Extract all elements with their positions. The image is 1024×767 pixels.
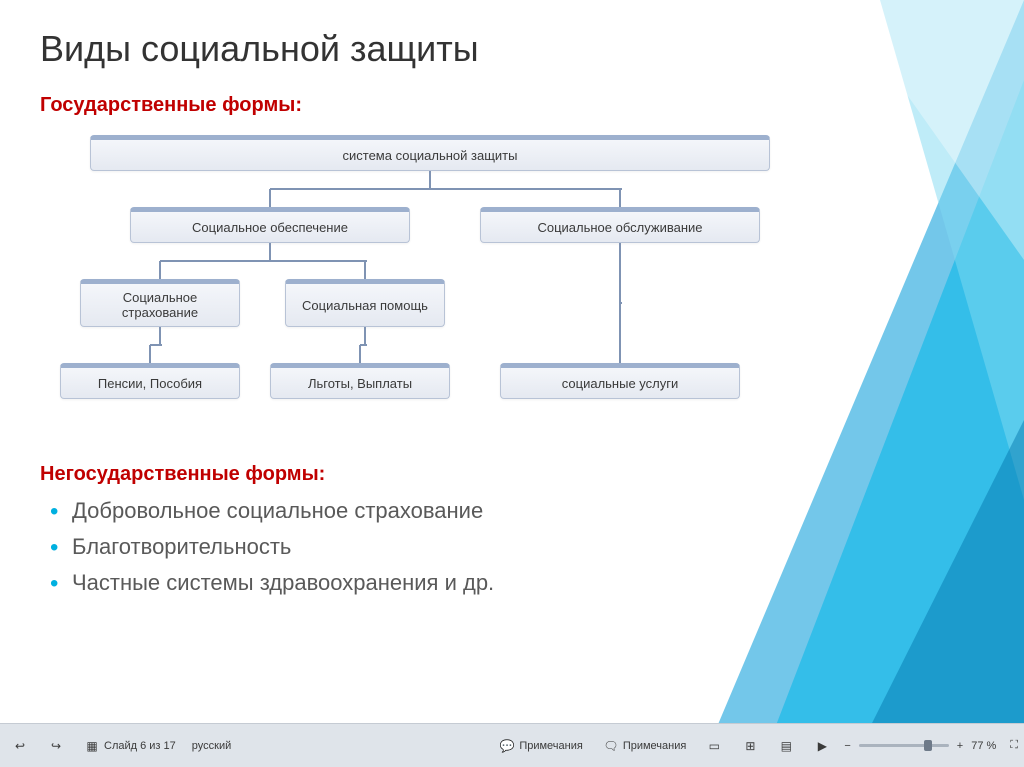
bullet-list: Добровольное социальное страхование Благо… [40,498,984,596]
chart-node-l3a: Пенсии, Пособия [60,363,240,399]
statusbar-icon: ▤ [778,738,794,754]
chart-connector [429,171,431,189]
chart-connector [619,303,621,363]
zoom-label: 77 % [971,740,996,752]
chart-connector [270,260,367,262]
statusbar-view-button[interactable]: 💬Примечания [493,734,589,758]
statusbar-icon: ↩ [12,738,28,754]
chart-node-l3c: социальные услуги [500,363,740,399]
statusbar-view-button[interactable]: ⊞ [736,734,764,758]
statusbar-button[interactable]: ↪ [42,734,74,758]
section1-title: Государственные формы: [40,94,984,117]
section2: Негосударственные формы: Добровольное со… [40,463,984,596]
section2-title: Негосударственные формы: [40,463,984,486]
chart-connector [149,345,151,363]
statusbar-view-button[interactable]: ▭ [700,734,728,758]
chart-connector [364,327,366,345]
zoom-slider[interactable] [859,744,949,747]
chart-connector [360,344,367,346]
bullet-item: Благотворительность [44,534,984,560]
statusbar-icon: ▦ [84,738,100,754]
chart-connector [619,189,621,207]
chart-connector [159,327,161,345]
statusbar-view-button[interactable]: ▤ [772,734,800,758]
chart-connector [430,188,622,190]
statusbar-button[interactable]: ↩ [6,734,38,758]
statusbar-icon: ▶ [814,738,830,754]
statusbar-view-button[interactable]: ▶ [808,734,836,758]
chart-connector [359,345,361,363]
chart-connector [150,344,162,346]
statusbar-icon: ⊞ [742,738,758,754]
slide-content: Виды социальной защиты Государственные ф… [0,0,1024,634]
statusbar-icon: 🗨 [603,738,619,754]
chart-node-l1b: Социальное обслуживание [480,207,760,243]
statusbar-button[interactable]: русский [186,734,237,758]
chart-node-l3b: Льготы, Выплаты [270,363,450,399]
chart-connector [270,188,432,190]
zoom-control[interactable]: − +77 % ⛶ [844,739,1018,752]
chart-connector [269,189,271,207]
chart-node-l2a: Социальное страхование [80,279,240,327]
slide-title: Виды социальной защиты [40,28,984,70]
chart-connector [269,243,271,261]
chart-connector [619,243,621,303]
bullet-item: Частные системы здравоохранения и др. [44,570,984,596]
statusbar-icon: ▭ [706,738,722,754]
chart-node-l1a: Социальное обеспечение [130,207,410,243]
zoom-in-icon[interactable]: + [957,740,963,752]
fit-screen-icon[interactable]: ⛶ [1010,739,1018,752]
bullet-item: Добровольное социальное страхование [44,498,984,524]
statusbar-icon: 💬 [499,738,515,754]
zoom-out-icon[interactable]: − [844,740,850,752]
statusbar-view-button[interactable]: 🗨Примечания [597,734,693,758]
chart-connector [160,260,272,262]
chart-connector [364,261,366,279]
chart-connector [159,261,161,279]
chart-node-l2b: Социальная помощь [285,279,445,327]
chart-node-root: система социальной защиты [90,135,770,171]
statusbar-button[interactable]: ▦Слайд 6 из 17 [78,734,182,758]
org-chart: система социальной защиты Социальное обес… [50,135,810,435]
statusbar-icon: ↪ [48,738,64,754]
statusbar: ↩ ↪ ▦Слайд 6 из 17русский 💬Примечания 🗨Прим… [0,723,1024,767]
